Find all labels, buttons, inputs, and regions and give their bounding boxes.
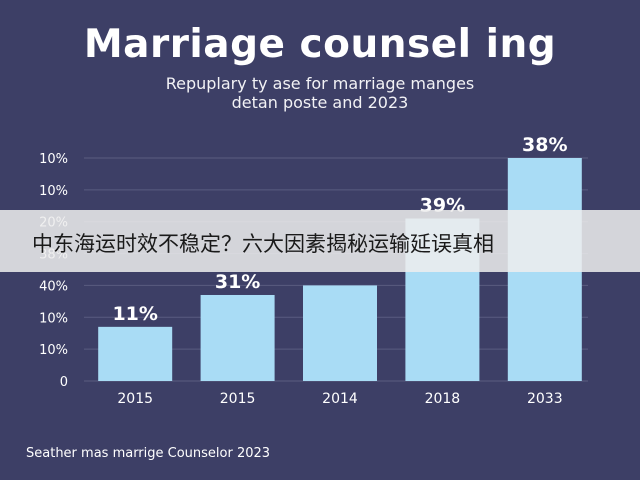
y-tick-label: 0: [60, 375, 68, 390]
chart-title: Marriage counsel ing: [83, 22, 557, 67]
bar: [200, 294, 275, 381]
x-tick-label: 2015: [220, 391, 256, 407]
x-tick-label: 2014: [322, 391, 358, 407]
y-tick-label: 40%: [39, 279, 68, 294]
x-tick-label: 2033: [527, 391, 563, 407]
x-axis-ticks: 2015 2015 2014 2018 2033: [117, 391, 562, 407]
y-tick-label: 10%: [39, 343, 68, 358]
x-tick-label: 2015: [117, 391, 153, 407]
y-tick-label: 10%: [39, 184, 68, 199]
bar: [98, 326, 173, 381]
banner-text: 中东海运时效不稳定？六大因素揭秘运输延误真相: [32, 232, 494, 256]
data-label: 31%: [215, 271, 260, 293]
y-tick-label: 10%: [39, 311, 68, 326]
y-tick-label: 10%: [39, 152, 68, 167]
bar: [303, 285, 377, 381]
chart-subtitle-line-2: detan poste and 2023: [231, 93, 409, 112]
x-tick-label: 2018: [425, 391, 461, 407]
chart-subtitle-line-1: Repuplary ty ase for marriage manges: [165, 74, 475, 93]
data-label: 38%: [522, 134, 567, 156]
data-label: 11%: [112, 303, 157, 325]
overlay-banner: 中东海运时效不稳定？六大因素揭秘运输延误真相: [0, 210, 640, 272]
chart-footer: Seather mas marrige Counselor 2023: [26, 446, 271, 461]
